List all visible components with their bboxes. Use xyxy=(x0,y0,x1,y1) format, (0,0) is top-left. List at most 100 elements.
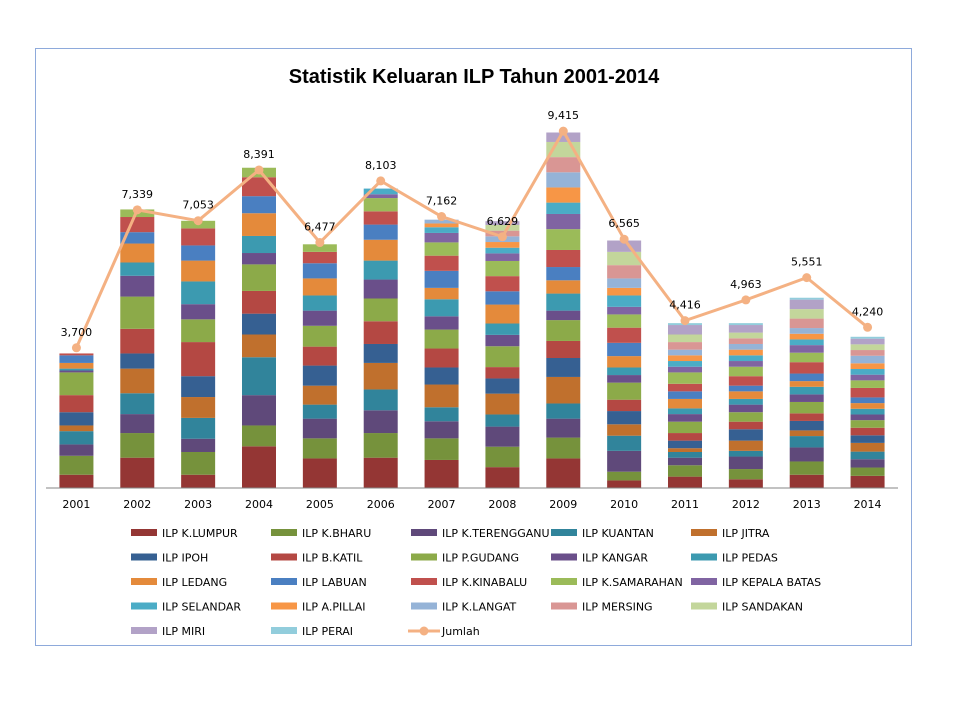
bar-segment xyxy=(363,198,398,212)
total-data-label: 7,053 xyxy=(182,199,214,212)
bar-segment xyxy=(424,223,459,228)
legend-item: ILP JITRA xyxy=(691,527,770,540)
bar-segment xyxy=(363,224,398,240)
total-point xyxy=(558,126,568,136)
bar-segment xyxy=(789,309,824,319)
bar-segment xyxy=(789,420,824,431)
legend-label: ILP K.LUMPUR xyxy=(162,527,238,540)
bar-segment xyxy=(59,431,94,445)
bar-segment xyxy=(789,413,824,421)
x-tick-label: 2007 xyxy=(428,498,456,511)
bar-segment xyxy=(728,479,763,488)
legend-label: ILP K.TERENGGANU xyxy=(442,527,550,540)
bar-segment xyxy=(181,438,216,452)
total-point xyxy=(376,176,386,186)
bar-segment xyxy=(728,469,763,480)
bar-segment xyxy=(789,345,824,353)
legend-item: ILP KEPALA BATAS xyxy=(691,576,821,589)
legend-label: ILP KUANTAN xyxy=(582,527,654,540)
bar-segment xyxy=(668,372,702,384)
legend-label: ILP K.SAMARAHAN xyxy=(582,576,683,589)
bar-segment xyxy=(850,451,885,460)
bar-segment xyxy=(242,196,276,214)
legend-label: Jumlah xyxy=(441,625,480,638)
bar-segment xyxy=(728,355,763,362)
legend-swatch xyxy=(551,602,577,610)
bar-segment xyxy=(424,459,459,488)
total-point xyxy=(802,273,812,283)
bar-segment xyxy=(607,265,642,279)
bar-segment xyxy=(242,264,276,291)
bar-segment xyxy=(728,450,763,457)
bar-segment xyxy=(668,391,702,399)
bar-segment xyxy=(668,334,702,343)
legend-swatch xyxy=(411,529,437,536)
legend-swatch xyxy=(131,602,157,610)
total-point xyxy=(437,212,447,222)
bar-segment xyxy=(728,385,763,392)
x-tick-label: 2002 xyxy=(123,498,151,511)
total-data-label: 8,391 xyxy=(243,148,275,161)
legend-label: ILP KEPALA BATAS xyxy=(722,576,821,589)
total-data-label: 4,240 xyxy=(852,305,884,318)
bar-segment xyxy=(546,172,581,188)
bar-segment xyxy=(668,440,702,449)
bar-segment xyxy=(59,353,94,356)
bar-segment xyxy=(485,304,520,324)
bar-segment xyxy=(607,450,642,472)
bar-segment xyxy=(789,373,824,382)
legend-item: ILP SELANDAR xyxy=(131,601,241,614)
bar-segment xyxy=(607,314,642,328)
bar-segment xyxy=(485,414,520,427)
bar-segment xyxy=(607,287,642,296)
bar-segment xyxy=(485,276,520,292)
legend-swatch xyxy=(271,627,297,634)
bar-segment xyxy=(607,471,642,481)
bar-segment xyxy=(728,429,763,441)
bar-segment xyxy=(789,386,824,395)
bar-segment xyxy=(424,384,459,408)
bar-segment xyxy=(424,367,459,385)
chart-svg: Statistik Keluaran ILP Tahun 2001-2014 2… xyxy=(46,66,898,638)
bar-segment xyxy=(485,334,520,347)
bar-segment xyxy=(607,295,642,307)
legend-swatch xyxy=(271,578,297,585)
bar-segment xyxy=(850,403,885,409)
legend-swatch xyxy=(691,602,717,610)
bar-segment xyxy=(485,224,520,231)
bar-segment xyxy=(607,327,642,343)
legend-label: ILP JITRA xyxy=(722,527,770,540)
total-point xyxy=(680,316,690,326)
x-tick-label: 2005 xyxy=(306,498,334,511)
bar-segment xyxy=(302,325,337,347)
bar-segment xyxy=(120,433,155,458)
bar-segment xyxy=(424,316,459,330)
bar-segment xyxy=(850,387,885,398)
bar-segment xyxy=(546,458,581,488)
bar-segment xyxy=(59,455,94,475)
legend-label: ILP IPOH xyxy=(162,552,208,565)
legend-item: ILP PEDAS xyxy=(691,552,778,565)
legend-swatch xyxy=(691,553,717,561)
bar-segment xyxy=(668,325,702,335)
bar-segment xyxy=(850,420,885,428)
bar-segment xyxy=(59,372,94,396)
bar-segment xyxy=(485,221,520,225)
legend-item: ILP K.KINABALU xyxy=(411,576,527,589)
bar-segment xyxy=(728,338,763,344)
bar-segment xyxy=(607,480,642,488)
legend-swatch xyxy=(551,553,577,561)
bar-segment xyxy=(302,365,337,386)
bar-segment xyxy=(120,393,155,415)
x-tick-label: 2010 xyxy=(610,498,638,511)
bar-segment xyxy=(363,239,398,261)
bar-segment xyxy=(363,194,398,199)
bar-segment xyxy=(181,319,216,343)
bar-segment xyxy=(485,247,520,254)
bar-segment xyxy=(728,456,763,470)
legend-item: ILP MIRI xyxy=(131,625,205,638)
legend-label: ILP SANDAKAN xyxy=(722,601,803,614)
bar-segment xyxy=(607,399,642,412)
total-data-label: 6,477 xyxy=(304,221,336,234)
legend-item: Jumlah xyxy=(408,625,480,638)
